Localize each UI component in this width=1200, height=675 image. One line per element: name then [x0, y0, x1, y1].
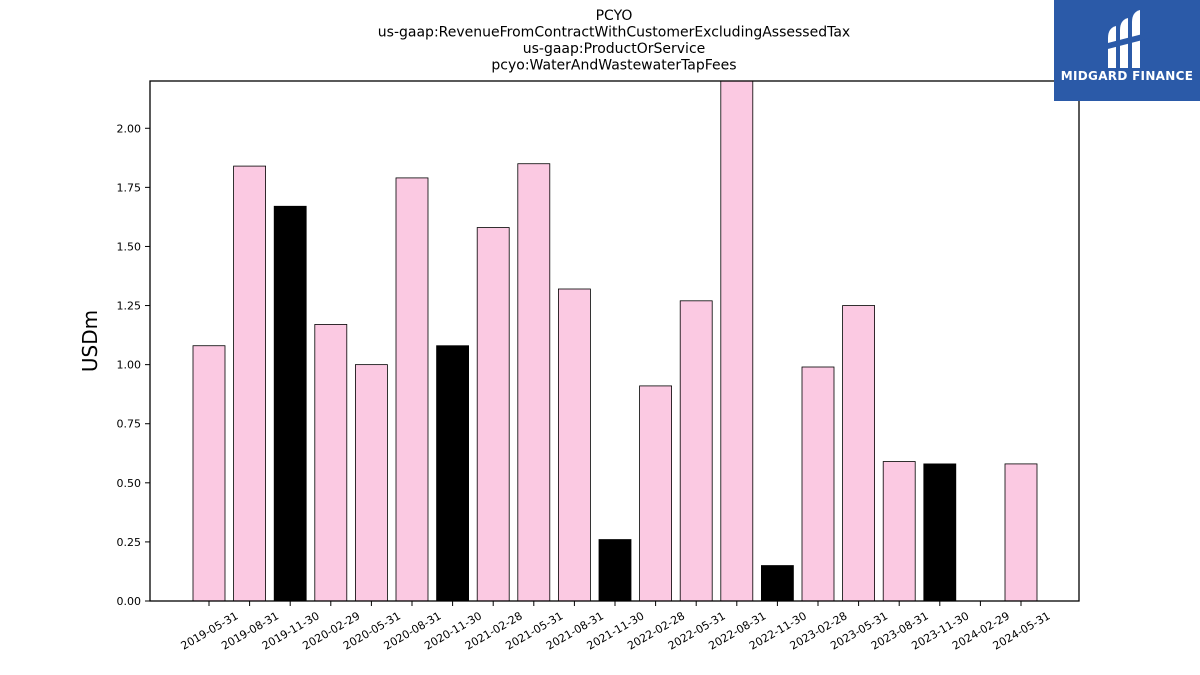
bar-2019-11-30 — [273, 205, 307, 602]
bar-2021-02-28 — [476, 227, 510, 602]
bar-2024-05-31 — [1004, 463, 1038, 602]
chart-title-line: us-gaap:ProductOrService — [523, 41, 706, 57]
bar-2023-02-28 — [801, 366, 835, 602]
bar-2021-11-30 — [598, 539, 632, 602]
chart-title-line: pcyo:WaterAndWastewaterTapFees — [491, 58, 736, 74]
y-tick-label: 1.00 — [117, 359, 142, 372]
bar-2020-02-29 — [314, 324, 348, 602]
midgard-logo-icon — [1104, 10, 1150, 68]
bar-2022-11-30 — [761, 565, 794, 602]
y-tick-label: 1.75 — [117, 181, 142, 194]
x-axis: 2019-05-312019-08-312019-11-302020-02-29… — [179, 601, 1053, 653]
y-tick-label: 1.50 — [117, 240, 142, 253]
y-axis: 0.00 0.25 0.50 0.75 1.00 1.25 1.50 1.75 2.00 — [117, 122, 150, 608]
chart-title-line: PCYO — [596, 8, 633, 24]
y-tick-label: 1.25 — [117, 300, 142, 313]
bar-2019-05-31 — [192, 345, 226, 602]
bars — [192, 80, 1038, 602]
bar-2022-08-31 — [720, 80, 754, 602]
bar-2023-11-30 — [923, 463, 957, 602]
bar-2022-02-28 — [639, 385, 672, 602]
bar-2020-08-31 — [395, 177, 429, 602]
bar-2022-05-31 — [679, 300, 713, 602]
bar-2019-08-31 — [233, 165, 267, 602]
chart-title-line: us-gaap:RevenueFromContractWithCustomerE… — [378, 25, 850, 41]
midgard-finance-logo: MIDGARD FINANCE — [1054, 0, 1200, 101]
y-tick-label: 2.00 — [117, 122, 142, 135]
y-tick-label: 0.00 — [117, 595, 142, 608]
bar-2021-05-31 — [517, 163, 551, 602]
bar-2021-08-31 — [558, 288, 591, 602]
bar-2023-08-31 — [882, 461, 916, 602]
logo-text: MIDGARD FINANCE — [1060, 69, 1194, 83]
bar-2020-11-30 — [436, 345, 470, 602]
chart-title: PCYOus-gaap:RevenueFromContractWithCusto… — [378, 8, 850, 74]
y-axis-label: USDm — [78, 310, 102, 372]
y-tick-label: 0.75 — [117, 418, 142, 431]
y-tick-label: 0.50 — [117, 477, 142, 490]
bar-2020-05-31 — [354, 364, 388, 602]
y-tick-label: 0.25 — [117, 536, 142, 549]
bar-2023-05-31 — [842, 305, 875, 602]
